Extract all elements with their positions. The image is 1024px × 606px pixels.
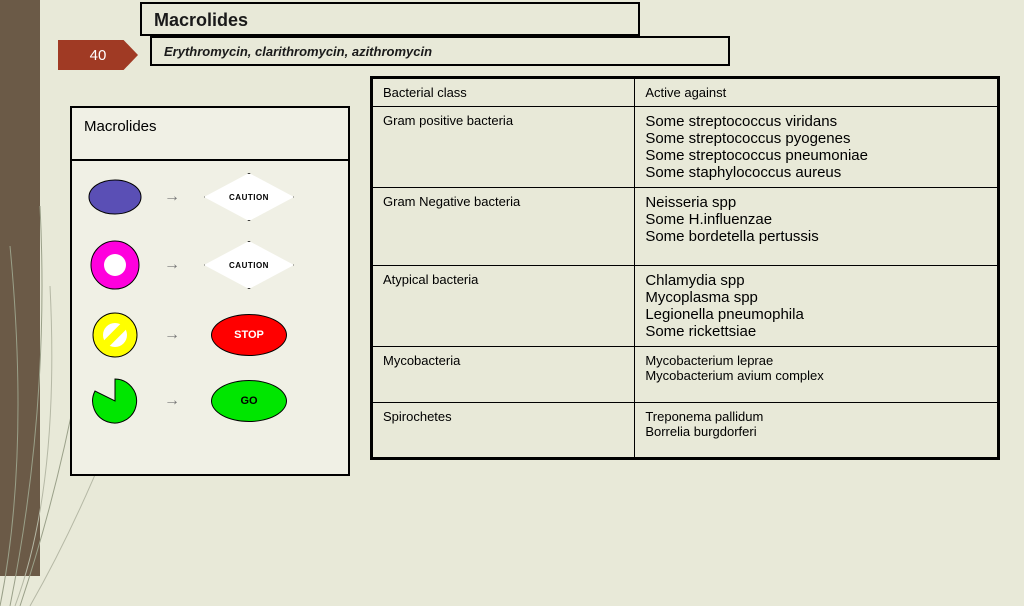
table-header-row: Bacterial class Active against — [372, 78, 999, 107]
cell-against: Chlamydia sppMycoplasma sppLegionella pn… — [635, 266, 999, 347]
title-sub: Erythromycin, clarithromycin, azithromyc… — [164, 44, 432, 59]
card-row: → CAUTION — [80, 173, 340, 221]
yellow-nosymbol-icon — [89, 309, 141, 361]
purple-oval-icon — [87, 178, 143, 216]
cell-against: Neisseria sppSome H.influenzaeSome borde… — [635, 188, 999, 266]
table-row: SpirochetesTreponema pallidumBorrelia bu… — [372, 403, 999, 459]
cell-against: Some streptococcus viridansSome streptoc… — [635, 107, 999, 188]
table-row: MycobacteriaMycobacterium lepraeMycobact… — [372, 347, 999, 403]
card-body: → CAUTION → CAUTION — [72, 161, 348, 437]
slide-number-tag: 40 — [58, 40, 138, 70]
table-row: Atypical bacteriaChlamydia sppMycoplasma… — [372, 266, 999, 347]
cell-against: Treponema pallidumBorrelia burgdorferi — [635, 403, 999, 459]
cell-against: Mycobacterium lepraeMycobacterium avium … — [635, 347, 999, 403]
card-row: → GO — [80, 377, 340, 425]
th-against: Active against — [635, 78, 999, 107]
cell-class: Atypical bacteria — [372, 266, 635, 347]
activity-table: Bacterial class Active against Gram posi… — [370, 76, 1000, 460]
cell-class: Gram positive bacteria — [372, 107, 635, 188]
table-row: Gram Negative bacteriaNeisseria sppSome … — [372, 188, 999, 266]
caution-sign: CAUTION — [204, 173, 294, 221]
go-sign: GO — [211, 380, 287, 422]
arrow-icon: → — [164, 326, 180, 344]
cell-class: Spirochetes — [372, 403, 635, 459]
arrow-icon: → — [164, 392, 180, 410]
arrow-icon: → — [164, 188, 180, 206]
go-label: GO — [240, 395, 257, 407]
title-main-bar: Macrolides — [140, 2, 640, 36]
card-row: → STOP — [80, 309, 340, 361]
stop-label: STOP — [234, 329, 264, 341]
card-header: Macrolides — [72, 108, 348, 161]
slide-number: 40 — [90, 47, 107, 64]
macrolides-card: Macrolides → CAUTION → — [70, 106, 350, 476]
cell-class: Mycobacteria — [372, 347, 635, 403]
table-body: Gram positive bacteriaSome streptococcus… — [372, 107, 999, 459]
green-pac-icon — [91, 377, 139, 425]
title-sub-bar: Erythromycin, clarithromycin, azithromyc… — [150, 36, 730, 66]
cell-class: Gram Negative bacteria — [372, 188, 635, 266]
left-stripe — [0, 0, 40, 576]
table-row: Gram positive bacteriaSome streptococcus… — [372, 107, 999, 188]
magenta-ring-icon — [87, 237, 143, 293]
th-class: Bacterial class — [372, 78, 635, 107]
stop-sign: STOP — [211, 314, 287, 356]
caution-sign: CAUTION — [204, 241, 294, 289]
card-row: → CAUTION — [80, 237, 340, 293]
title-main: Macrolides — [154, 10, 248, 30]
arrow-icon: → — [164, 256, 180, 274]
caution-label: CAUTION — [229, 261, 269, 270]
caution-label: CAUTION — [229, 193, 269, 202]
